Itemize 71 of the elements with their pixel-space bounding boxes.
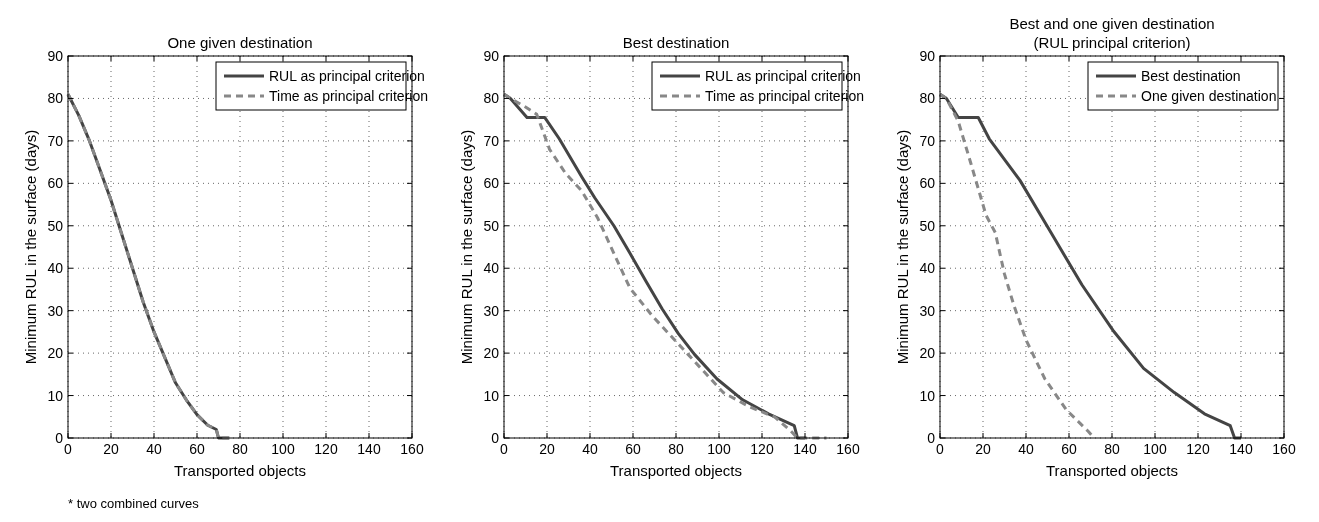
x-tick-label: 140 xyxy=(357,441,381,457)
y-tick-label: 40 xyxy=(483,260,500,277)
legend-label: RUL as principal criterion xyxy=(269,68,425,84)
y-tick-label: 20 xyxy=(47,345,64,362)
y-tick-label: 80 xyxy=(47,90,64,107)
x-tick-label: 60 xyxy=(625,441,641,457)
y-tick-label: 10 xyxy=(483,387,500,404)
legend-label: RUL as principal criterion xyxy=(705,68,861,84)
y-tick-label: 70 xyxy=(919,132,936,149)
x-tick-label: 60 xyxy=(1061,441,1077,457)
y-tick-label: 90 xyxy=(47,48,64,64)
y-axis-title: Minimum RUL in the surface (days) xyxy=(22,129,39,365)
y-tick-label: 30 xyxy=(919,302,936,319)
y-tick-label: 10 xyxy=(47,387,64,404)
x-tick-label: 140 xyxy=(793,441,817,457)
y-tick-label: 90 xyxy=(919,48,936,64)
y-tick-label: 60 xyxy=(47,175,64,192)
legend-label: Best destination xyxy=(1141,68,1241,84)
y-tick-label: 70 xyxy=(483,132,500,149)
y-tick-label: 80 xyxy=(919,90,936,107)
y-tick-label: 30 xyxy=(483,302,500,319)
x-tick-label: 160 xyxy=(836,441,860,457)
x-axis-title: Transported objects xyxy=(609,462,743,479)
x-tick-label: 40 xyxy=(1018,441,1034,457)
x-tick-label: 100 xyxy=(707,441,731,457)
x-tick-label: 80 xyxy=(1104,441,1120,457)
x-tick-label: 120 xyxy=(750,441,774,457)
y-tick-label: 50 xyxy=(919,217,936,234)
x-tick-label: 20 xyxy=(539,441,555,457)
x-axis-title: Transported objects xyxy=(173,462,307,479)
y-tick-label: 70 xyxy=(47,132,64,149)
x-tick-label: 160 xyxy=(1272,441,1296,457)
x-tick-label: 160 xyxy=(400,441,424,457)
y-tick-label: 0 xyxy=(55,430,64,446)
y-tick-label: 50 xyxy=(483,217,500,234)
chart-title: One given destination xyxy=(167,34,313,51)
x-tick-label: 40 xyxy=(146,441,162,457)
legend-label: Time as principal criterion xyxy=(705,88,864,104)
x-tick-label: 40 xyxy=(582,441,598,457)
y-tick-label: 0 xyxy=(491,430,500,446)
x-tick-label: 120 xyxy=(314,441,338,457)
y-tick-label: 80 xyxy=(483,90,500,107)
y-tick-label: 20 xyxy=(483,345,500,362)
x-tick-label: 100 xyxy=(271,441,295,457)
y-tick-label: 40 xyxy=(47,260,64,277)
y-tick-label: 40 xyxy=(919,260,936,277)
chart-subtitle: (RUL principal criterion) xyxy=(1033,34,1191,51)
chart-title: Best destination xyxy=(622,34,730,51)
x-tick-label: 140 xyxy=(1229,441,1253,457)
y-tick-label: 20 xyxy=(919,345,936,362)
y-tick-label: 50 xyxy=(47,217,64,234)
y-tick-label: 10 xyxy=(919,387,936,404)
y-tick-label: 0 xyxy=(927,430,936,446)
legend-label: One given destination xyxy=(1141,88,1277,104)
x-axis-title: Transported objects xyxy=(1045,462,1179,479)
y-axis-title: Minimum RUL in the surface (days) xyxy=(894,129,911,365)
legend-label: Time as principal criterion xyxy=(269,88,428,104)
text: * two combined curves xyxy=(68,496,200,511)
x-tick-label: 20 xyxy=(975,441,991,457)
x-tick-label: 60 xyxy=(189,441,205,457)
x-tick-label: 80 xyxy=(232,441,248,457)
x-tick-label: 20 xyxy=(103,441,119,457)
y-tick-label: 60 xyxy=(919,175,936,192)
y-tick-label: 60 xyxy=(483,175,500,192)
x-tick-label: 120 xyxy=(1186,441,1210,457)
x-tick-label: 80 xyxy=(668,441,684,457)
y-axis-title: Minimum RUL in the surface (days) xyxy=(458,129,475,365)
x-tick-label: 100 xyxy=(1143,441,1167,457)
chart-title: Best and one given destination xyxy=(1009,15,1215,32)
y-tick-label: 90 xyxy=(483,48,500,64)
y-tick-label: 30 xyxy=(47,302,64,319)
